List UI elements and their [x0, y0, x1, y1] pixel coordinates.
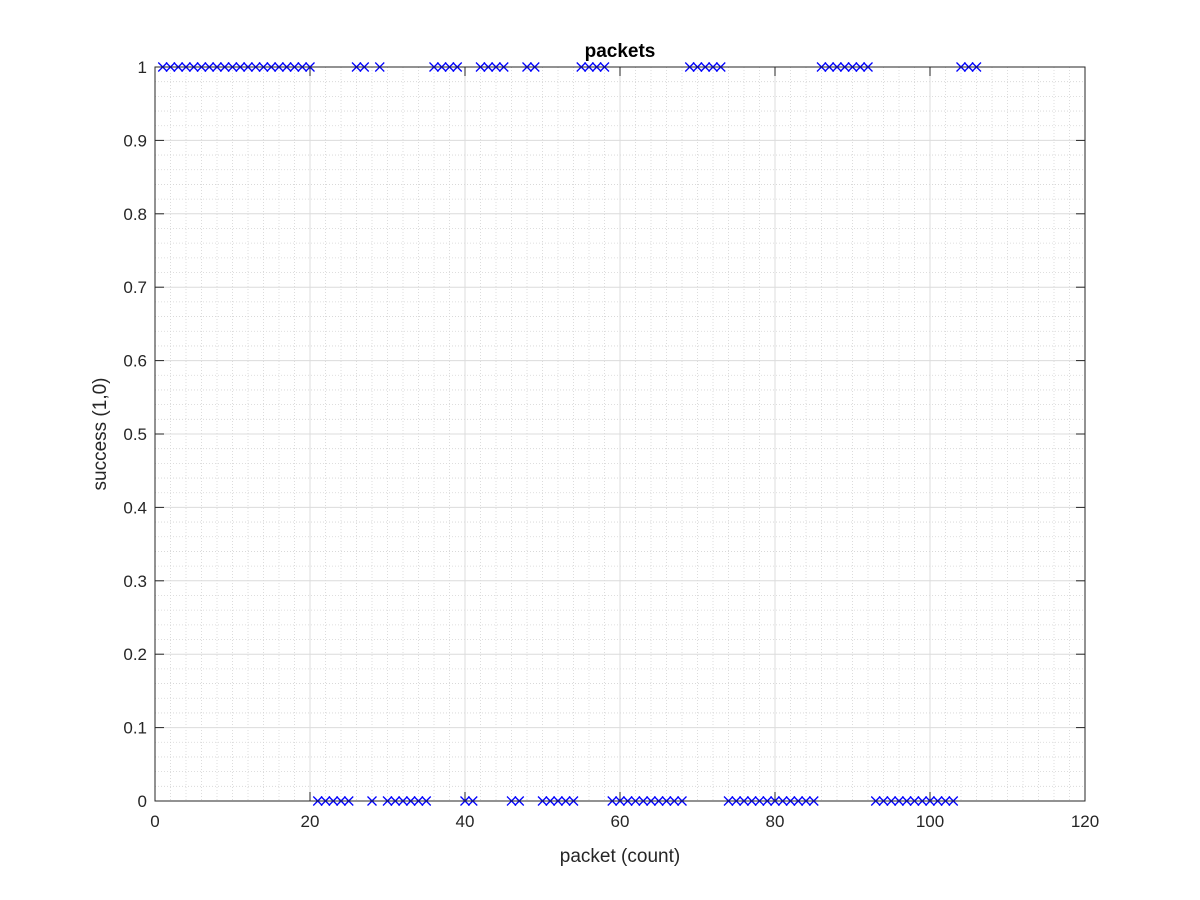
x-tick-label: 120 [1071, 812, 1099, 831]
x-tick-label: 60 [611, 812, 630, 831]
y-tick-label: 0.5 [123, 425, 147, 444]
chart-title: packets [585, 41, 656, 62]
y-tick-label: 0.4 [123, 498, 147, 517]
y-tick-label: 0.8 [123, 205, 147, 224]
x-axis-label: packet (count) [560, 846, 680, 867]
y-tick-label: 0.1 [123, 719, 147, 738]
y-tick-label: 0.2 [123, 645, 147, 664]
x-tick-label: 40 [456, 812, 475, 831]
y-tick-label: 0.3 [123, 572, 147, 591]
x-tick-label: 80 [766, 812, 785, 831]
y-tick-label: 0 [138, 792, 147, 811]
x-tick-label: 20 [301, 812, 320, 831]
x-tick-label: 0 [150, 812, 159, 831]
y-tick-label: 0.6 [123, 352, 147, 371]
y-tick-label: 1 [138, 58, 147, 77]
y-tick-label: 0.7 [123, 278, 147, 297]
x-tick-label: 100 [916, 812, 944, 831]
y-tick-label: 0.9 [123, 131, 147, 150]
y-axis-label: success (1,0) [90, 378, 111, 491]
